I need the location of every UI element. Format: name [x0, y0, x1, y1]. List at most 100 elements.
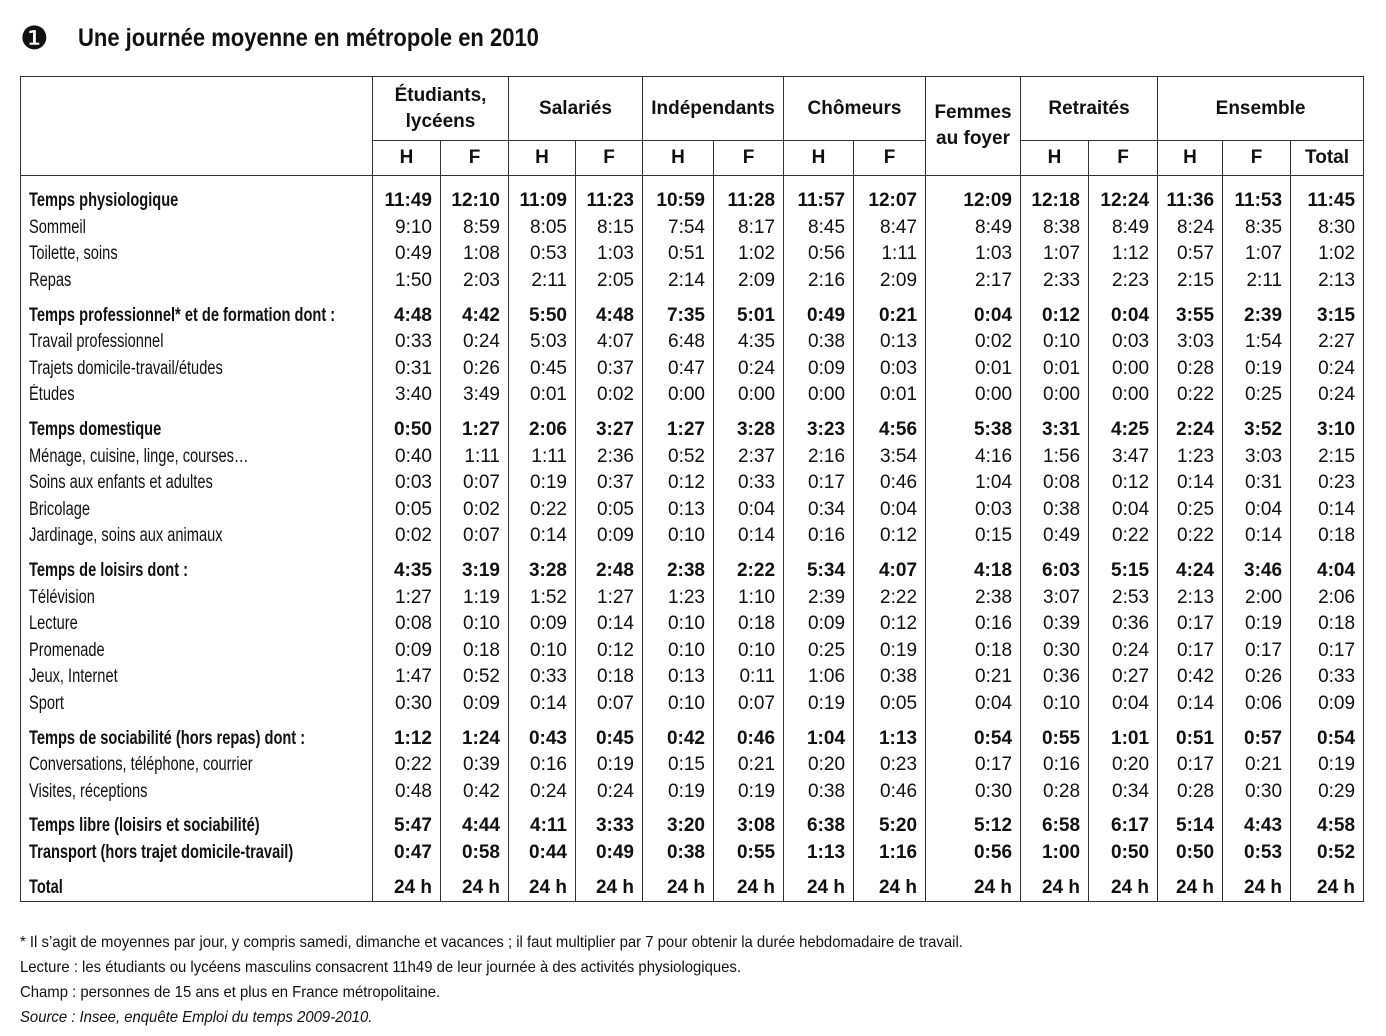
spacer-cell — [1290, 717, 1365, 726]
spacer-cell — [1222, 408, 1292, 417]
value-cell: 3:08 — [712, 813, 785, 840]
value-cell: 5:50 — [508, 302, 576, 329]
row-label-cell: Temps domestique — [20, 416, 373, 444]
value-cell: 1:06 — [783, 664, 855, 691]
spacer-cell — [1088, 549, 1159, 558]
value-cell: 4:25 — [1088, 416, 1159, 444]
value-cell: 0:17 — [925, 751, 1022, 779]
value-cell: 0:22 — [1157, 523, 1224, 550]
value-cell: 0:36 — [1020, 664, 1090, 691]
value-cell: 3:15 — [1290, 302, 1365, 329]
spacer-cell — [853, 294, 927, 303]
notes: * Il s’agit de moyennes par jour, y comp… — [20, 930, 1034, 1030]
value-cell: 0:38 — [642, 839, 714, 867]
value-cell: 0:21 — [925, 664, 1022, 691]
value-cell: 2:15 — [1157, 267, 1224, 295]
row-label-cell: Conversations, téléphone, courrier — [20, 751, 373, 779]
value-cell: 8:49 — [925, 214, 1022, 242]
value-cell: 1:02 — [1290, 241, 1365, 268]
value-cell: 0:33 — [372, 328, 441, 356]
data-row: Bricolage 0:05 0:02 0:22 0:05 0:13 0:04 0:34 0:0… — [20, 496, 1365, 524]
value-cell: 0:25 — [1222, 382, 1292, 409]
value-cell: 0:07 — [440, 523, 509, 550]
value-cell: 0:01 — [925, 355, 1022, 383]
value-cell: 0:49 — [575, 839, 643, 867]
value-cell: 0:23 — [853, 751, 927, 779]
row-label-cell: Soins aux enfants et adultes — [20, 469, 373, 497]
spacer-cell — [642, 866, 714, 875]
value-cell: 0:20 — [1088, 751, 1159, 779]
spacer-cell — [925, 866, 1022, 875]
value-cell: 0:52 — [642, 443, 714, 470]
value-cell: 0:18 — [1290, 523, 1365, 550]
value-cell: 0:04 — [1088, 496, 1159, 524]
spacer-cell — [853, 175, 927, 188]
value-cell: 2:37 — [712, 443, 785, 470]
value-cell: 1:56 — [1020, 443, 1090, 470]
value-cell: 4:48 — [575, 302, 643, 329]
value-cell: 1:24 — [440, 725, 509, 752]
spacer-cell — [712, 549, 785, 558]
spacer-cell — [1088, 175, 1159, 188]
value-cell: 2:06 — [1290, 584, 1365, 611]
spacer-cell — [372, 294, 441, 303]
row-label-cell: Toilette, soins — [20, 241, 373, 268]
spacer-cell — [712, 805, 785, 814]
data-row: Sport 0:30 0:09 0:14 0:07 0:10 0:07 0:19 0:05 0:0… — [20, 690, 1365, 718]
value-cell: 2:39 — [1222, 302, 1292, 329]
value-cell: 0:26 — [440, 355, 509, 383]
value-cell: 6:17 — [1088, 813, 1159, 840]
spacer-row — [20, 805, 1365, 814]
value-cell: 0:01 — [508, 382, 576, 409]
spacer-cell — [372, 717, 441, 726]
value-cell: 0:48 — [372, 778, 441, 806]
value-cell: 1:02 — [712, 241, 785, 268]
value-cell: 0:24 — [1290, 355, 1365, 383]
value-cell: 0:14 — [508, 523, 576, 550]
data-row: Temps de sociabilité (hors repas) dont :… — [20, 725, 1365, 752]
value-cell: 6:38 — [783, 813, 855, 840]
value-cell: 3:19 — [440, 557, 509, 585]
value-cell: 12:10 — [440, 188, 509, 215]
value-cell: 24 h — [508, 874, 576, 902]
value-cell: 4:07 — [853, 557, 927, 585]
data-row: Temps domestique 0:50 1:27 2:06 3:27 1:27 3:28… — [20, 416, 1365, 444]
value-cell: 1:00 — [1020, 839, 1090, 867]
value-cell: 0:31 — [372, 355, 441, 383]
value-cell: 0:00 — [1020, 382, 1090, 409]
value-cell: 0:56 — [925, 839, 1022, 867]
spacer-cell — [440, 866, 509, 875]
data-row: Temps de loisirs dont :4:35 3:19 3:28 2:48 2… — [20, 557, 1365, 585]
sub-header: F — [1088, 140, 1159, 176]
row-label: Jardinage, soins aux animaux — [29, 525, 223, 547]
value-cell: 1:13 — [783, 839, 855, 867]
value-cell: 0:15 — [925, 523, 1022, 550]
value-cell: 8:17 — [712, 214, 785, 242]
value-cell: 0:42 — [642, 725, 714, 752]
value-cell: 5:20 — [853, 813, 927, 840]
value-cell: 0:09 — [1290, 690, 1365, 718]
value-cell: 1:12 — [372, 725, 441, 752]
value-cell: 0:00 — [712, 382, 785, 409]
sub-header: F — [853, 140, 927, 176]
value-cell: 24 h — [372, 874, 441, 902]
value-cell: 0:18 — [440, 637, 509, 665]
row-label: Sommeil — [29, 216, 86, 238]
value-cell: 0:54 — [1290, 725, 1365, 752]
value-cell: 0:55 — [1020, 725, 1090, 752]
spacer-cell — [853, 717, 927, 726]
value-cell: 0:10 — [712, 637, 785, 665]
value-cell: 0:57 — [1157, 241, 1224, 268]
value-cell: 0:17 — [1222, 637, 1292, 665]
spacer-cell — [712, 294, 785, 303]
value-cell: 1:01 — [1088, 725, 1159, 752]
value-cell: 0:12 — [1020, 302, 1090, 329]
row-label-cell: Promenade — [20, 637, 373, 665]
value-cell: 24 h — [783, 874, 855, 902]
value-cell: 0:03 — [372, 469, 441, 497]
row-label-cell: Visites, réceptions — [20, 778, 373, 806]
spacer-cell — [712, 717, 785, 726]
value-cell: 8:30 — [1290, 214, 1365, 242]
value-cell: 0:38 — [783, 778, 855, 806]
value-cell: 11:28 — [712, 188, 785, 215]
